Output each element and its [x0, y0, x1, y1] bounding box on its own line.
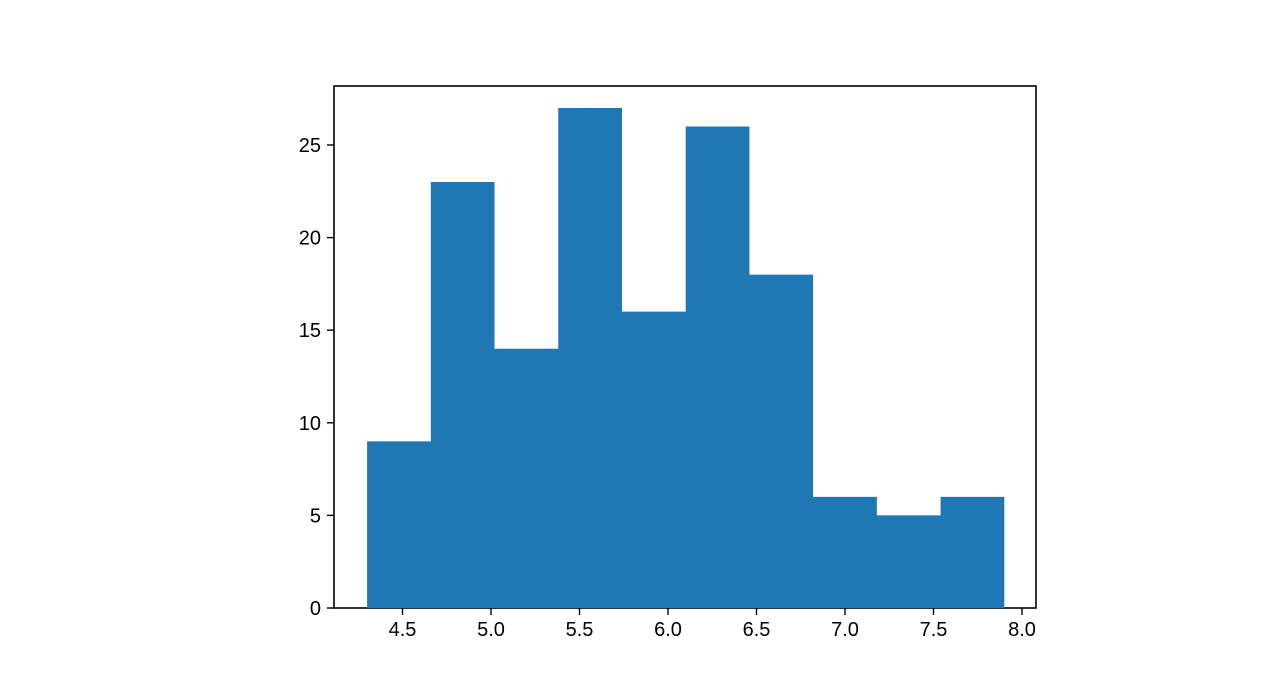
svg-text:4.5: 4.5 [389, 619, 417, 641]
svg-text:0: 0 [310, 598, 321, 620]
svg-text:7.5: 7.5 [920, 619, 948, 641]
svg-text:5: 5 [310, 505, 321, 527]
svg-text:6.0: 6.0 [654, 619, 682, 641]
svg-text:15: 15 [299, 320, 321, 342]
svg-text:25: 25 [299, 135, 321, 157]
svg-text:7.0: 7.0 [831, 619, 859, 641]
svg-text:5.5: 5.5 [566, 619, 594, 641]
svg-text:8.0: 8.0 [1008, 619, 1036, 641]
svg-text:6.5: 6.5 [743, 619, 771, 641]
svg-text:5.0: 5.0 [477, 619, 505, 641]
svg-text:10: 10 [299, 413, 321, 435]
svg-text:20: 20 [299, 228, 321, 250]
